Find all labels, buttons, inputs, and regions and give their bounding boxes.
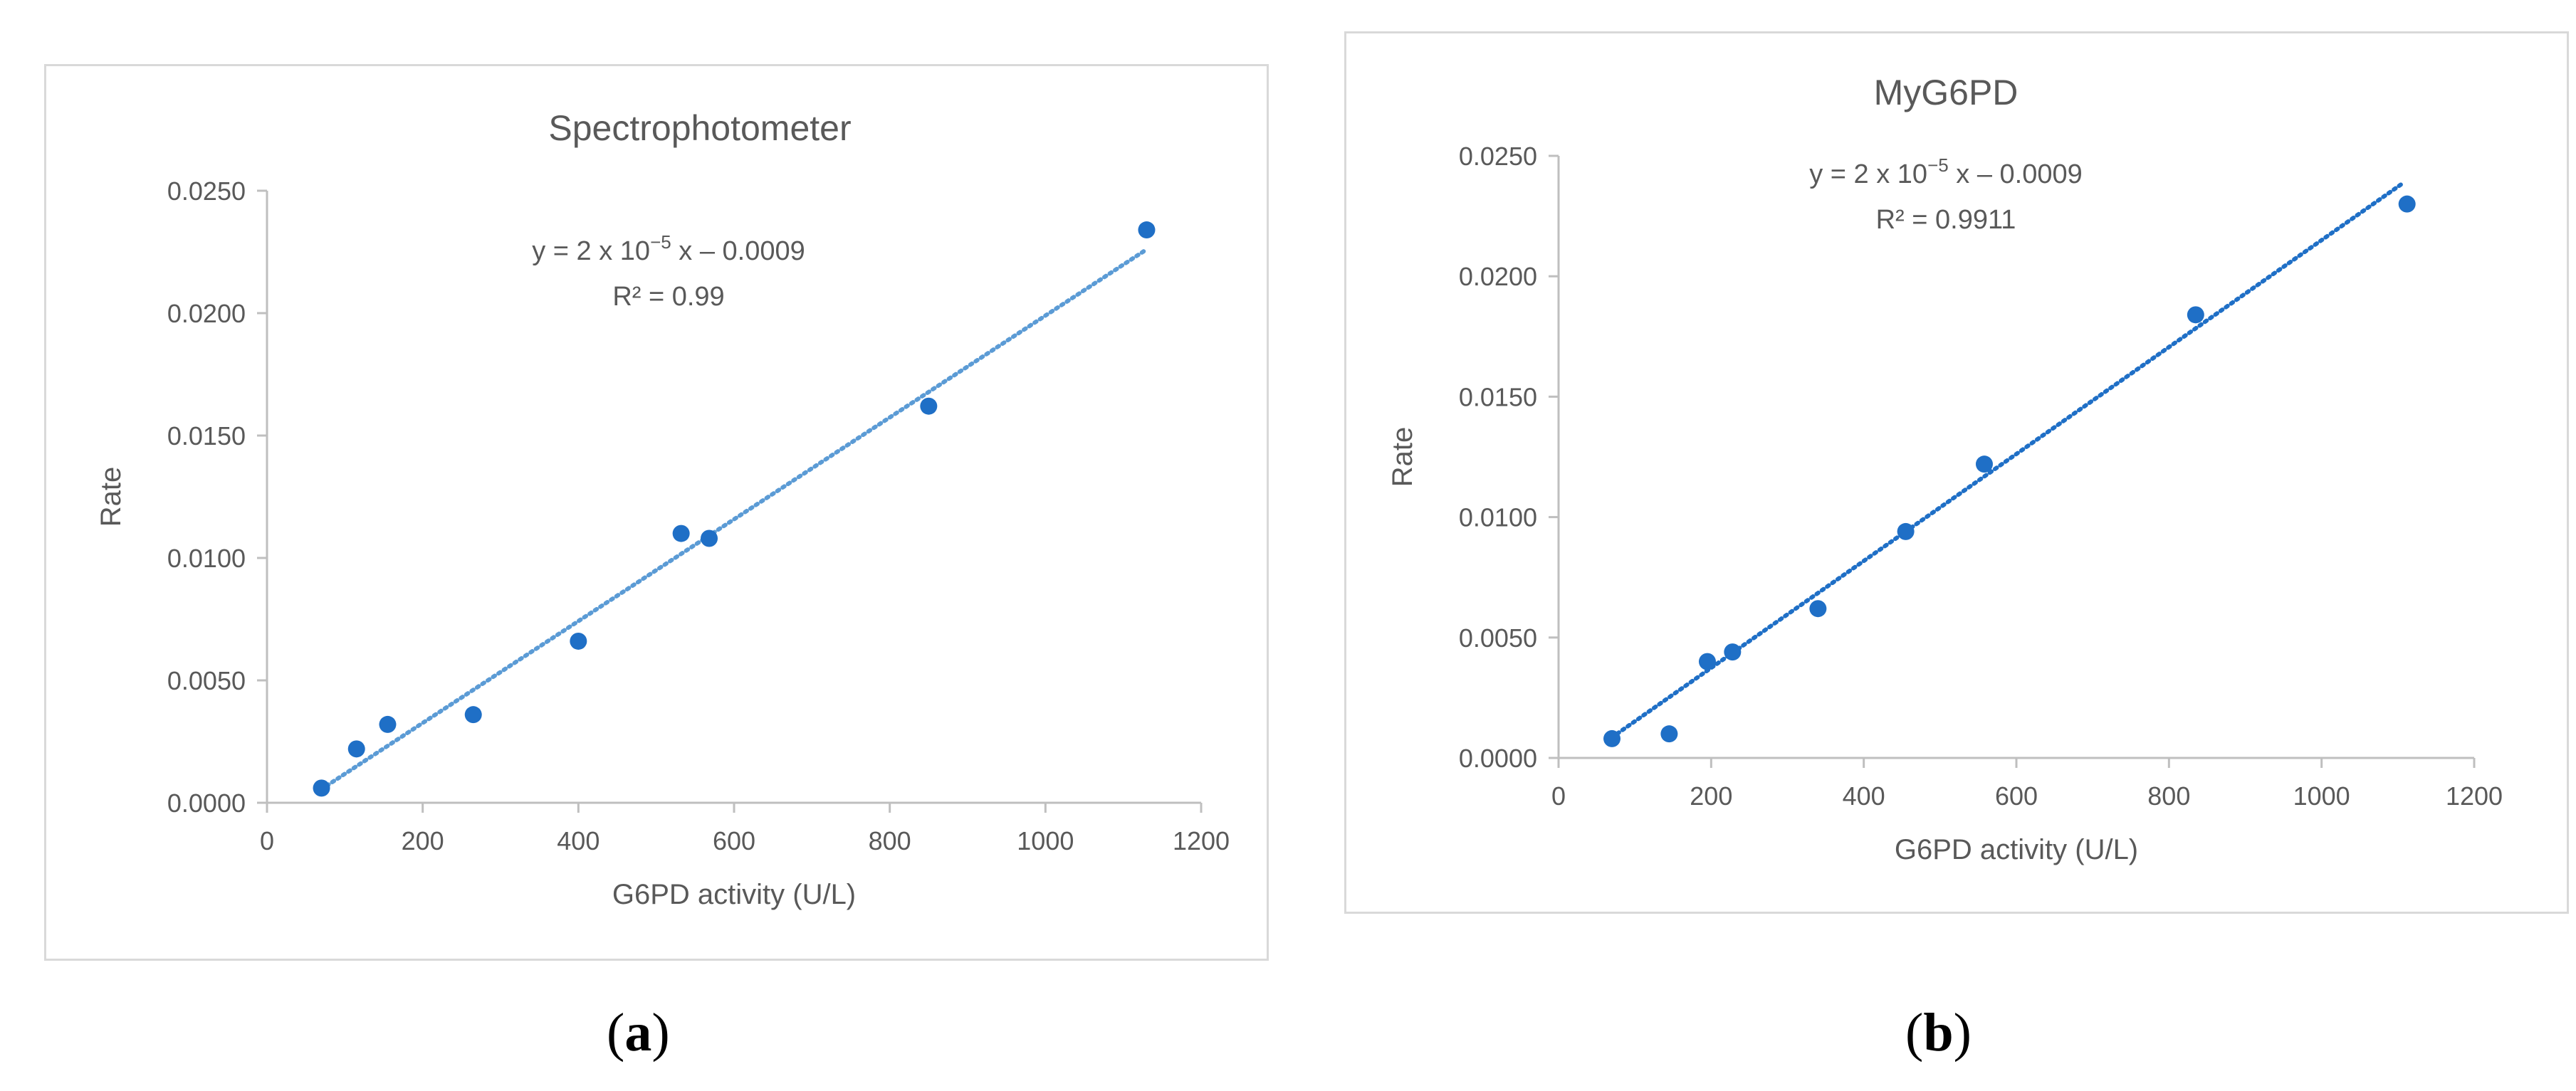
equation-exponent: −5 bbox=[650, 231, 671, 253]
x-tick-label: 0 bbox=[1551, 781, 1566, 811]
equation-suffix: x – 0.0009 bbox=[671, 236, 805, 266]
data-point bbox=[1698, 653, 1716, 670]
x-tick-label: 600 bbox=[713, 826, 755, 855]
figure-caption-b: (b) bbox=[1905, 1003, 1972, 1063]
equation-suffix: x – 0.0009 bbox=[1949, 159, 2083, 189]
x-tick-label: 1000 bbox=[2293, 781, 2350, 811]
x-tick-label: 1200 bbox=[2446, 781, 2503, 811]
myg6pd-chart: MyG6PD 0.0000 0.0050 0.0100 0.0150 0.0200 0.02… bbox=[1387, 73, 2503, 865]
trendline bbox=[319, 247, 1149, 791]
x-tick-label: 200 bbox=[1690, 781, 1732, 811]
equation-exponent: −5 bbox=[1927, 154, 1949, 176]
chart-title: Spectrophotometer bbox=[548, 108, 851, 148]
data-point bbox=[1660, 725, 1678, 743]
data-point bbox=[672, 525, 690, 542]
y-tick-label: 0.0100 bbox=[1459, 503, 1537, 532]
spectrophotometer-chart: Spectrophotometer 0.0000 0.0050 0.0100 0.015… bbox=[95, 108, 1230, 910]
figure-caption-a: (a) bbox=[607, 1003, 670, 1063]
trendline-equation: y = 2 x 10−5 x – 0.0009 bbox=[532, 231, 805, 266]
data-point bbox=[1603, 729, 1621, 747]
y-tick-label: 0.0150 bbox=[167, 421, 246, 450]
y-tick-label: 0.0050 bbox=[167, 666, 246, 695]
x-tick-label: 200 bbox=[402, 826, 444, 855]
y-tick-label: 0.0000 bbox=[167, 789, 246, 818]
equation-base: y = 2 x 10 bbox=[532, 236, 650, 266]
y-tick-label: 0.0000 bbox=[1459, 744, 1537, 773]
data-point bbox=[1975, 455, 1993, 473]
x-tick-label: 0 bbox=[260, 826, 274, 855]
data-point bbox=[1809, 600, 1827, 618]
y-axis-label: Rate bbox=[1387, 427, 1418, 487]
data-point bbox=[701, 529, 718, 547]
y-tick-label: 0.0200 bbox=[167, 299, 246, 328]
data-point bbox=[313, 779, 330, 797]
chart-title: MyG6PD bbox=[1874, 73, 2019, 112]
x-tick-label: 1200 bbox=[1173, 826, 1230, 855]
data-point bbox=[379, 715, 397, 733]
data-point bbox=[1897, 522, 1915, 540]
x-tick-label: 400 bbox=[1843, 781, 1885, 811]
data-point bbox=[347, 740, 365, 758]
data-point bbox=[2187, 306, 2204, 324]
y-axis-label: Rate bbox=[95, 467, 127, 527]
y-tick-label: 0.0050 bbox=[1459, 623, 1537, 653]
data-point bbox=[570, 632, 587, 650]
trendline bbox=[1610, 181, 2404, 740]
data-point bbox=[1724, 643, 1742, 661]
chart-panel-a: Spectrophotometer 0.0000 0.0050 0.0100 0.015… bbox=[44, 64, 1269, 961]
x-tick-label: 800 bbox=[869, 826, 911, 855]
data-point bbox=[464, 706, 482, 724]
y-tick-label: 0.0250 bbox=[1459, 142, 1537, 171]
chart-panel-b: MyG6PD 0.0000 0.0050 0.0100 0.0150 0.0200 0.02… bbox=[1344, 31, 2569, 914]
data-point bbox=[920, 397, 938, 415]
x-tick-label: 800 bbox=[2147, 781, 2190, 811]
trendline-equation: y = 2 x 10−5 x – 0.0009 bbox=[1809, 154, 2083, 189]
y-tick-label: 0.0200 bbox=[1459, 262, 1537, 291]
x-tick-label: 600 bbox=[1995, 781, 2038, 811]
x-tick-label: 1000 bbox=[1017, 826, 1074, 855]
x-axis-label: G6PD activity (U/L) bbox=[1895, 834, 2138, 865]
x-tick-label: 400 bbox=[557, 826, 600, 855]
equation-base: y = 2 x 10 bbox=[1809, 159, 1927, 189]
y-tick-label: 0.0150 bbox=[1459, 382, 1537, 411]
y-tick-label: 0.0100 bbox=[167, 544, 246, 573]
x-axis-label: G6PD activity (U/L) bbox=[612, 879, 856, 910]
data-point bbox=[2398, 195, 2416, 213]
data-point bbox=[1138, 221, 1156, 239]
r-squared-label: R² = 0.9911 bbox=[1876, 205, 2016, 235]
y-tick-label: 0.0250 bbox=[167, 176, 246, 206]
r-squared-label: R² = 0.99 bbox=[612, 282, 724, 312]
